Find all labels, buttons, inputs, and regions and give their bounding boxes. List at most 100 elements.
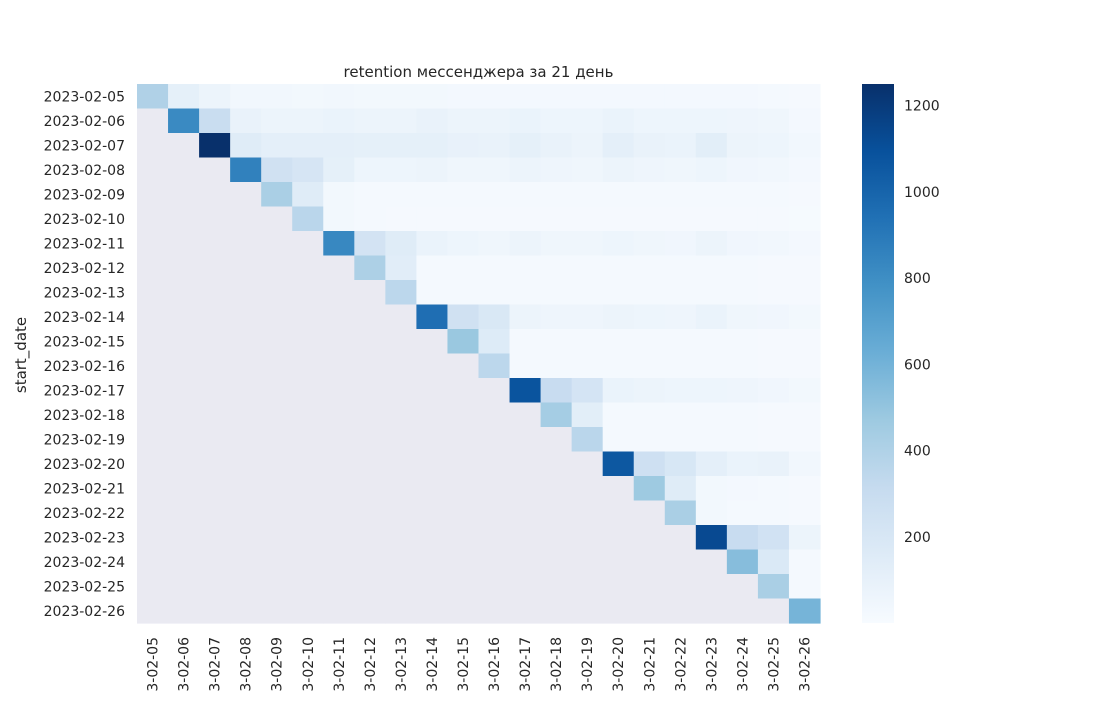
heatmap-cell-r0-c13 [540,84,573,110]
heatmap-cell-r20-c20 [757,574,790,600]
heatmap-cell-r6-c20 [757,231,790,257]
heatmap-cell-r11-c12 [509,353,542,379]
heatmap-cell-r18-c15 [602,525,635,551]
heatmap-cell-r21-c19 [726,598,759,624]
heatmap-cell-r5-c6 [323,206,355,232]
heatmap-cell-r13-c8 [385,402,418,428]
heatmap-cell-r17-c21 [788,500,821,526]
heatmap-cell-r17-c5 [292,500,324,526]
chart-title: retention мессенджера за 21 день [344,63,614,81]
heatmap-cell-r12-c3 [230,378,262,404]
heatmap-cell-r16-c2 [199,476,231,502]
x-tick-label: 3-02-10 [301,637,317,692]
heatmap-cell-r5-c18 [695,206,728,232]
heatmap-cell-r5-c2 [199,206,231,232]
heatmap-cell-r10-c15 [602,329,635,355]
heatmap-cell-r12-c9 [416,378,449,404]
heatmap-cell-r19-c3 [230,549,262,575]
heatmap-cell-r20-c3 [230,574,262,600]
heatmap-cell-r11-c0 [137,353,169,379]
heatmap-cell-r11-c8 [385,353,418,379]
heatmap-cell-r20-c15 [602,574,635,600]
heatmap-cell-r0-c19 [726,84,759,110]
heatmap-cell-r0-c20 [757,84,790,110]
heatmap-cell-r19-c8 [385,549,418,575]
heatmap-cell-r21-c1 [168,598,200,624]
heatmap-cell-r5-c17 [664,206,697,232]
heatmap-cell-r0-c9 [416,84,449,110]
heatmap-cell-r18-c0 [137,525,169,551]
heatmap-cell-r19-c6 [323,549,355,575]
heatmap-cell-r10-c7 [354,329,386,355]
heatmap-cell-r7-c17 [664,255,697,281]
heatmap-cell-r8-c6 [323,280,355,306]
heatmap-cell-r21-c14 [571,598,604,624]
heatmap-cell-r18-c1 [168,525,200,551]
heatmap-cell-r11-c20 [757,353,790,379]
heatmap-cell-r2-c0 [137,133,169,159]
heatmap-cell-r3-c1 [168,157,200,183]
x-tick-label: 3-02-23 [704,637,720,692]
heatmap-cell-r7-c16 [633,255,666,281]
colorbar-tick-label: 400 [904,444,931,460]
heatmap-cell-r0-c17 [664,84,697,110]
heatmap-cell-r15-c9 [416,451,449,477]
heatmap-cell-r8-c0 [137,280,169,306]
heatmap-cell-r20-c0 [137,574,169,600]
heatmap-cell-r17-c2 [199,500,231,526]
heatmap-cell-r5-c21 [788,206,821,232]
heatmap-cell-r1-c8 [385,108,418,134]
heatmap-cell-r8-c3 [230,280,262,306]
heatmap-cell-r19-c15 [602,549,635,575]
heatmap-cell-r16-c19 [726,476,759,502]
heatmap-cell-r13-c5 [292,402,324,428]
heatmap-cell-r17-c11 [478,500,511,526]
heatmap-cell-r19-c11 [478,549,511,575]
heatmap-cell-r16-c4 [261,476,293,502]
heatmap-cell-r5-c14 [571,206,604,232]
heatmap-cell-r15-c14 [571,451,604,477]
heatmap-cell-r10-c8 [385,329,418,355]
heatmap-cell-r7-c5 [292,255,324,281]
heatmap-cell-r10-c11 [478,329,511,355]
heatmap-cell-r6-c13 [540,231,573,257]
heatmap-cell-r20-c2 [199,574,231,600]
heatmap-cell-r4-c14 [571,182,604,208]
heatmap-cell-r13-c18 [695,402,728,428]
heatmap-cell-r9-c0 [137,304,169,330]
heatmap-cell-r1-c6 [323,108,355,134]
heatmap-cell-r20-c11 [478,574,511,600]
colorbar-tick-label: 1200 [904,99,940,115]
heatmap-cell-r19-c1 [168,549,200,575]
heatmap-cell-r16-c9 [416,476,449,502]
y-tick-label: 2023-02-06 [44,114,125,130]
heatmap-cell-r21-c4 [261,598,293,624]
heatmap-cell-r12-c20 [757,378,790,404]
heatmap-cell-r3-c19 [726,157,759,183]
y-tick-label: 2023-02-17 [44,383,125,399]
heatmap-cell-r7-c20 [757,255,790,281]
heatmap-cell-r2-c3 [230,133,262,159]
heatmap-cell-r7-c10 [447,255,480,281]
heatmap-cell-r6-c4 [261,231,293,257]
heatmap-cell-r15-c13 [540,451,573,477]
x-tick-label: 3-02-25 [766,637,782,692]
heatmap-cell-r18-c7 [354,525,386,551]
heatmap-cell-r19-c14 [571,549,604,575]
heatmap-cell-r19-c12 [509,549,542,575]
heatmap-cell-r12-c13 [540,378,573,404]
heatmap-cell-r15-c11 [478,451,511,477]
heatmap-cell-r16-c0 [137,476,169,502]
heatmap-cell-r16-c17 [664,476,697,502]
heatmap-cell-r6-c8 [385,231,418,257]
heatmap-cell-r11-c13 [540,353,573,379]
heatmap-cell-r15-c20 [757,451,790,477]
heatmap-cell-r10-c5 [292,329,324,355]
heatmap-cell-r15-c8 [385,451,418,477]
heatmap-cell-r2-c9 [416,133,449,159]
heatmap-cell-r2-c10 [447,133,480,159]
heatmap-cell-r16-c18 [695,476,728,502]
heatmap-cell-r1-c19 [726,108,759,134]
heatmap-cell-r19-c2 [199,549,231,575]
